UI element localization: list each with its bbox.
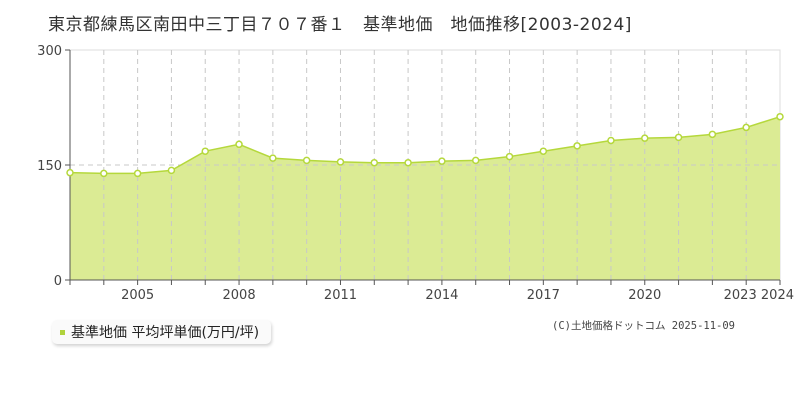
data-point-marker xyxy=(404,158,412,167)
legend-swatch-icon xyxy=(60,329,65,335)
data-point-marker xyxy=(539,147,548,155)
area-fill xyxy=(70,116,780,280)
data-point-marker xyxy=(269,154,277,162)
x-tick-label: 2017 xyxy=(527,288,560,303)
copyright-credit: (C)土地価格ドットコム 2025-11-09 xyxy=(552,320,736,332)
data-point-marker xyxy=(235,140,243,149)
legend-label: 基準地価 平均坪単価(万円/坪) xyxy=(71,325,260,341)
y-tick-label: 150 xyxy=(37,159,62,174)
data-point-marker xyxy=(370,158,379,167)
data-point-marker xyxy=(742,123,750,132)
series-line xyxy=(69,115,781,175)
data-point-marker xyxy=(573,142,581,150)
x-tick-label: 2023 xyxy=(724,288,757,303)
data-point-marker xyxy=(438,157,446,165)
x-tick-label: 2020 xyxy=(628,288,661,303)
data-point-marker xyxy=(66,168,74,177)
data-point-marker xyxy=(471,156,480,165)
y-tick-label: 0 xyxy=(54,274,62,289)
data-point-marker xyxy=(708,130,717,139)
chart-title: 東京都練馬区南田中三丁目７０７番１ 基準地価 地価推移[2003-2024] xyxy=(48,15,632,35)
data-point-marker xyxy=(336,158,345,166)
x-tick-label: 2011 xyxy=(324,288,357,303)
y-tick-label: 300 xyxy=(37,44,62,59)
data-point-marker xyxy=(133,169,142,178)
data-point-marker xyxy=(505,152,514,161)
legend: 基準地価 平均坪単価(万円/坪) xyxy=(52,320,272,344)
x-tick-label: 2005 xyxy=(121,288,154,303)
data-point-marker xyxy=(100,169,108,178)
data-point-marker xyxy=(776,112,784,121)
data-point-marker xyxy=(641,134,649,142)
data-point-marker xyxy=(674,133,683,142)
data-point-marker xyxy=(302,156,311,165)
x-tick-label: 2024 xyxy=(761,288,794,303)
data-point-marker xyxy=(607,136,615,145)
x-tick-label: 2014 xyxy=(425,288,458,303)
data-point-marker xyxy=(201,147,209,155)
x-tick-label: 2008 xyxy=(223,288,256,303)
data-point-marker xyxy=(167,166,176,175)
